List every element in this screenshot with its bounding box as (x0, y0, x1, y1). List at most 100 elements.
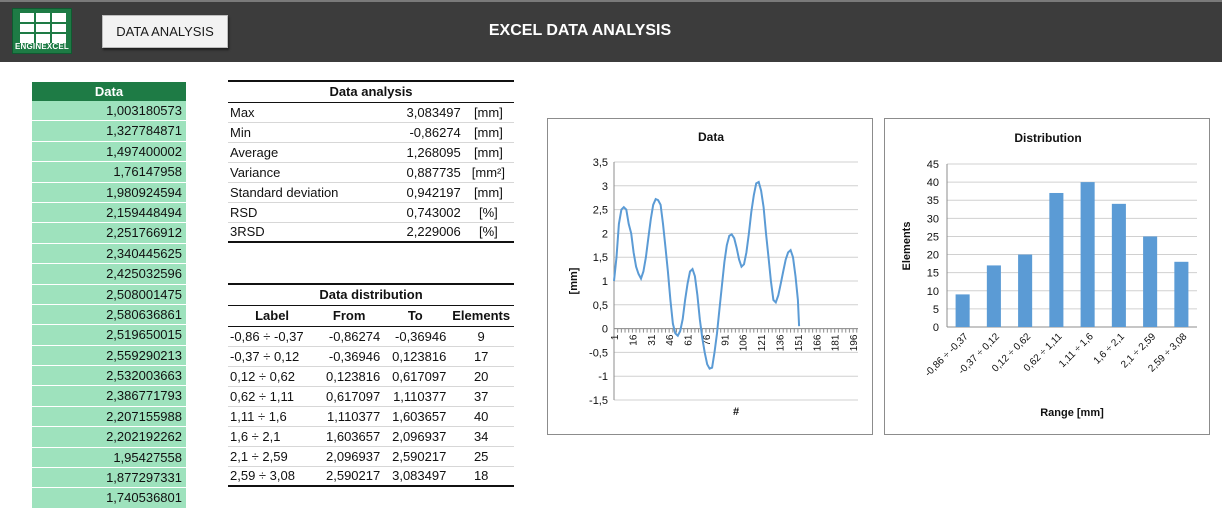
range-from[interactable]: 1,110377 (316, 406, 383, 427)
table-row: -0,86 ÷ -0,37 -0,86274 -0,36946 9 (228, 326, 514, 347)
y-tick-label: 25 (927, 231, 939, 243)
y-tick-label: 0 (933, 322, 939, 334)
data-analysis-button[interactable]: DATA ANALYSIS (102, 15, 228, 48)
range-to[interactable]: 0,123816 (382, 346, 449, 367)
stat-unit[interactable]: [%] (462, 202, 514, 223)
stat-unit[interactable]: [mm] (462, 122, 514, 143)
range-from[interactable]: 2,590217 (316, 466, 383, 487)
stat-unit[interactable]: [%] (462, 222, 514, 243)
data-distribution-table: Data distribution Label From To Elements… (228, 283, 514, 487)
stat-value[interactable]: -0,86274 (382, 122, 463, 143)
range-to[interactable]: 1,110377 (382, 386, 449, 407)
data-cell[interactable]: 1,980924594 (32, 182, 186, 203)
data-cell[interactable]: 2,202192262 (32, 427, 186, 448)
range-elements[interactable]: 34 (448, 426, 514, 447)
y-tick-label: 2 (602, 228, 608, 240)
data-cell[interactable]: 2,340445625 (32, 243, 186, 265)
range-label[interactable]: 1,11 ÷ 1,6 (228, 406, 317, 427)
range-elements[interactable]: 17 (448, 346, 514, 367)
stat-value[interactable]: 0,743002 (382, 202, 463, 223)
distribution-bar-chart[interactable]: Distribution 45 40 35 30 25 20 15 10 5 0 -0,86 ÷ -0… (884, 118, 1210, 435)
column-header-label[interactable]: Label (228, 305, 317, 327)
data-cell[interactable]: 1,95427558 (32, 447, 186, 469)
data-cell[interactable]: 1,497400002 (32, 141, 186, 163)
analysis-title[interactable]: Data analysis (228, 81, 514, 103)
range-from[interactable]: -0,86274 (316, 326, 383, 347)
data-cell[interactable]: 2,207155988 (32, 406, 186, 428)
data-cell[interactable]: 2,159448494 (32, 202, 186, 224)
y-tick-label: 3 (602, 181, 608, 193)
data-cell[interactable]: 1,003180573 (32, 101, 186, 122)
x-tick-label: 16 (628, 334, 639, 346)
range-to[interactable]: 2,590217 (382, 446, 449, 467)
stat-unit[interactable]: [mm] (462, 102, 514, 123)
x-tick-label: 91 (720, 334, 731, 346)
data-cell[interactable]: 2,508001475 (32, 284, 186, 305)
y-tick-label: 15 (927, 268, 939, 280)
y-axis-label: [mm] (568, 267, 580, 294)
range-label[interactable]: 1,6 ÷ 2,1 (228, 426, 317, 447)
data-cell[interactable]: 1,327784871 (32, 121, 186, 142)
range-to[interactable]: 1,603657 (382, 406, 449, 427)
range-label[interactable]: 0,62 ÷ 1,11 (228, 386, 317, 407)
data-cell[interactable]: 2,519650015 (32, 325, 186, 346)
data-cell[interactable]: 2,580636861 (32, 304, 186, 326)
data-cell[interactable]: 1,76147958 (32, 162, 186, 183)
stat-label[interactable]: Max (228, 102, 383, 123)
column-header-to[interactable]: To (382, 305, 449, 327)
range-label[interactable]: 2,59 ÷ 3,08 (228, 466, 317, 487)
range-elements[interactable]: 9 (448, 326, 514, 347)
data-cell[interactable]: 1,877297331 (32, 468, 186, 489)
stat-value[interactable]: 1,268095 (382, 142, 463, 163)
data-cell[interactable]: 2,559290213 (32, 345, 186, 367)
range-from[interactable]: 0,617097 (316, 386, 383, 407)
stat-value[interactable]: 3,083497 (382, 102, 463, 123)
data-cell[interactable]: 1,740536801 (32, 488, 186, 509)
range-elements[interactable]: 40 (448, 406, 514, 427)
range-elements[interactable]: 18 (448, 466, 514, 487)
range-from[interactable]: 1,603657 (316, 426, 383, 447)
column-header-elements[interactable]: Elements (448, 305, 514, 327)
range-from[interactable]: 0,123816 (316, 366, 383, 387)
column-header-from[interactable]: From (316, 305, 383, 327)
range-to[interactable]: -0,36946 (382, 326, 449, 347)
x-tick-label: 1 (610, 334, 621, 340)
stat-label[interactable]: Min (228, 122, 383, 143)
range-elements[interactable]: 20 (448, 366, 514, 387)
data-cell[interactable]: 2,532003663 (32, 366, 186, 387)
stat-value[interactable]: 0,887735 (382, 162, 463, 183)
distribution-title[interactable]: Data distribution (228, 284, 514, 306)
range-elements[interactable]: 37 (448, 386, 514, 407)
range-from[interactable]: 2,096937 (316, 446, 383, 467)
data-cell[interactable]: 2,386771793 (32, 386, 186, 407)
range-to[interactable]: 2,096937 (382, 426, 449, 447)
stat-value[interactable]: 0,942197 (382, 182, 463, 203)
range-label[interactable]: -0,86 ÷ -0,37 (228, 326, 317, 347)
data-cell[interactable]: 2,425032596 (32, 264, 186, 285)
range-to[interactable]: 3,083497 (382, 466, 449, 487)
stat-label[interactable]: Standard deviation (228, 182, 383, 203)
range-label[interactable]: 0,12 ÷ 0,62 (228, 366, 317, 387)
stat-unit[interactable]: [mm²] (462, 162, 514, 183)
bar (1018, 254, 1033, 327)
range-label[interactable]: -0,37 ÷ 0,12 (228, 346, 317, 367)
stat-unit[interactable]: [mm] (462, 182, 514, 203)
stat-unit[interactable]: [mm] (462, 142, 514, 163)
range-elements[interactable]: 25 (448, 446, 514, 467)
y-tick-label: 0 (602, 324, 608, 336)
stat-label[interactable]: RSD (228, 202, 383, 223)
y-tick-label: 2,5 (593, 205, 608, 217)
data-line-chart[interactable]: Data 3,5 3 2,5 2 1,5 1 0,5 0 -0,5 -1 -1,5 1 16 31 46 61 7… (547, 118, 873, 435)
y-axis-label: Elements (901, 222, 913, 271)
table-row: Average 1,268095 [mm] (228, 142, 514, 163)
stat-label[interactable]: 3RSD (228, 222, 383, 243)
stat-label[interactable]: Variance (228, 162, 383, 183)
data-cell[interactable]: 2,251766912 (32, 223, 186, 244)
chart-title: Data (698, 130, 724, 144)
range-to[interactable]: 0,617097 (382, 366, 449, 387)
stat-value[interactable]: 2,229006 (382, 222, 463, 243)
data-column-header[interactable]: Data (32, 82, 186, 101)
stat-label[interactable]: Average (228, 142, 383, 163)
range-label[interactable]: 2,1 ÷ 2,59 (228, 446, 317, 467)
range-from[interactable]: -0,36946 (316, 346, 383, 367)
